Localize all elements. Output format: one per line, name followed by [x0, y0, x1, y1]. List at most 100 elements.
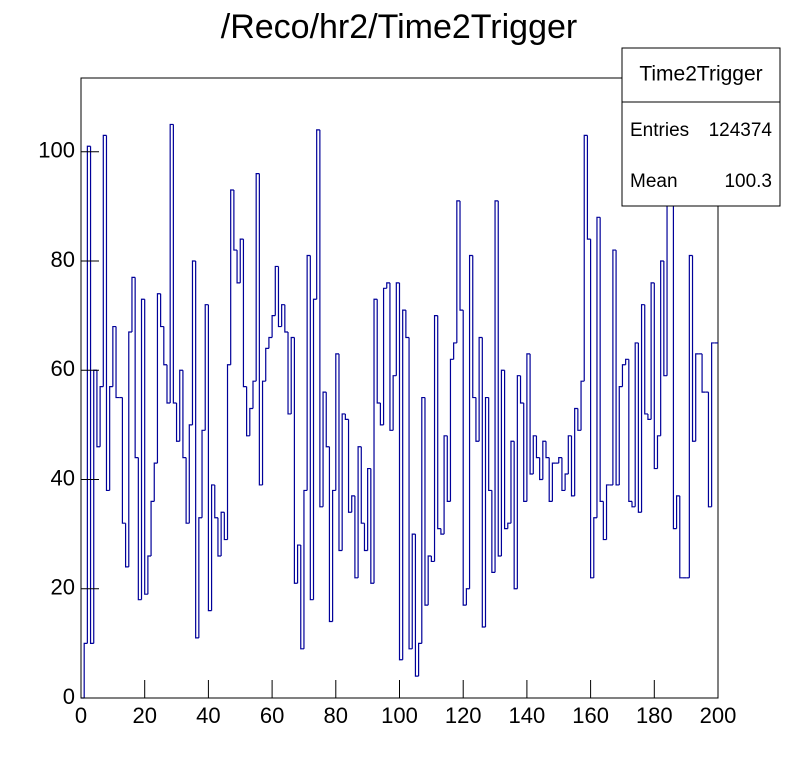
- histogram-bin: [242, 239, 247, 388]
- histogram-bin: [386, 282, 390, 289]
- histogram-bin: [309, 255, 314, 601]
- histogram-bin: [418, 642, 422, 677]
- x-tick-label: 100: [381, 703, 418, 728]
- histogram-bin: [332, 489, 336, 622]
- histogram-bin: [370, 468, 375, 584]
- histogram-bin: [373, 298, 378, 584]
- histogram-bin: [338, 353, 343, 552]
- histogram-bin: [497, 200, 502, 557]
- histogram-bin: [367, 467, 371, 551]
- histogram-bin: [201, 429, 206, 518]
- stats-frame: [621, 47, 781, 207]
- histogram-bin: [300, 545, 304, 650]
- histogram-bin: [268, 336, 273, 349]
- histogram-bin: [198, 517, 203, 638]
- x-tick-label: 160: [572, 703, 609, 728]
- x-tick-label: 200: [700, 703, 737, 728]
- x-tick-label: 20: [132, 703, 156, 728]
- histogram-bin: [281, 304, 285, 327]
- stats-label: Entries: [630, 120, 689, 141]
- histogram-bin: [408, 337, 413, 650]
- histogram-bin: [398, 282, 403, 661]
- histogram-bin: [112, 325, 117, 387]
- histogram-bin: [663, 260, 668, 377]
- histogram-bin: [599, 217, 604, 502]
- x-tick-label: 180: [636, 703, 673, 728]
- histogram-bin: [357, 446, 362, 578]
- histogram-bin: [105, 135, 110, 492]
- histogram-bin: [656, 435, 661, 469]
- histogram-bin: [621, 364, 626, 387]
- histogram-bin: [516, 375, 521, 589]
- histogram-bin: [379, 403, 384, 426]
- histogram-bin: [529, 353, 534, 475]
- histogram-bin: [634, 342, 639, 507]
- histogram-bin: [618, 386, 623, 485]
- histogram-bin: [440, 528, 445, 535]
- histogram-bin: [89, 146, 94, 644]
- histogram-bin: [430, 555, 435, 563]
- histogram-bin: [583, 134, 588, 382]
- x-tick-label: 0: [75, 703, 87, 728]
- histogram-bin: [354, 495, 359, 579]
- histogram-bin: [179, 369, 183, 442]
- histogram-bin: [433, 315, 438, 562]
- histogram-bin: [446, 435, 451, 502]
- stats-label: Mean: [630, 171, 678, 192]
- histogram-bin: [261, 380, 266, 485]
- histogram-bin: [99, 386, 104, 447]
- histogram-bin: [233, 189, 238, 251]
- histogram-bin: [551, 462, 556, 502]
- histogram-bin: [570, 435, 575, 497]
- stats-value: 124374: [709, 120, 773, 141]
- histogram-bin: [443, 435, 448, 535]
- histogram-bin: [644, 304, 648, 415]
- histogram-bin: [660, 260, 664, 436]
- histogram-bin: [402, 309, 406, 660]
- histogram-bin: [494, 200, 499, 573]
- histogram-bin: [475, 397, 480, 442]
- histogram-bin: [675, 495, 680, 529]
- histogram-bin: [230, 189, 234, 365]
- histogram-bin: [312, 298, 317, 600]
- histogram-bin: [153, 462, 158, 502]
- histogram-bin: [574, 407, 578, 496]
- histogram-bin: [325, 392, 330, 448]
- histogram-bin: [210, 484, 215, 611]
- histogram-bin: [577, 408, 582, 431]
- histogram-bin: [586, 135, 591, 240]
- histogram-bin: [166, 364, 171, 404]
- histogram-bin: [395, 282, 400, 376]
- histogram-bin: [650, 282, 655, 420]
- histogram-bin: [156, 293, 161, 464]
- histogram-bin: [640, 304, 645, 513]
- histogram-bin: [344, 413, 349, 421]
- histogram-bin: [532, 435, 537, 475]
- histogram-bin: [134, 277, 139, 459]
- histogram-bin: [653, 282, 658, 470]
- histogram-bin: [411, 533, 416, 649]
- histogram-bin: [615, 250, 620, 486]
- histogram-bin: [322, 391, 327, 507]
- histogram-bin: [382, 287, 387, 425]
- histogram-bin: [277, 266, 282, 328]
- stats-box: Time2Trigger Entries 124374 Mean 100.3: [621, 47, 781, 207]
- histogram-bin: [223, 512, 228, 541]
- histogram-bin: [631, 501, 636, 508]
- histogram-bin: [172, 124, 177, 404]
- histogram-bin: [169, 123, 174, 404]
- histogram-bin: [389, 282, 394, 431]
- histogram-bin: [306, 254, 311, 491]
- histogram-bin: [131, 276, 136, 333]
- stats-value: 100.3: [724, 171, 772, 192]
- stats-title: Time2Trigger: [639, 63, 762, 86]
- histogram-bin: [147, 555, 152, 595]
- histogram-bin: [140, 298, 145, 600]
- histogram-bin: [239, 238, 244, 283]
- histogram-bin: [124, 523, 129, 568]
- histogram-bin: [507, 522, 511, 529]
- histogram-bin: [175, 403, 180, 442]
- histogram-bin: [405, 310, 410, 339]
- histogram-bin: [191, 260, 196, 425]
